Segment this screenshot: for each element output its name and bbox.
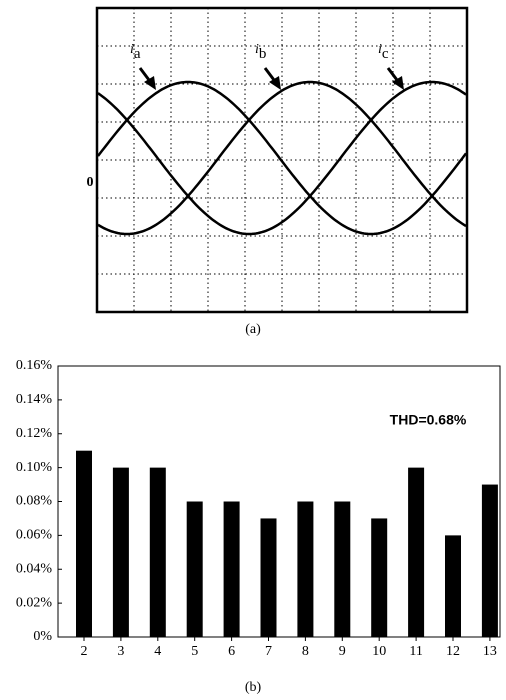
wave-label: ib [255, 42, 266, 62]
bar [224, 502, 240, 638]
bar [408, 468, 424, 637]
label-sub: a [134, 46, 141, 62]
x-tick-label: 11 [409, 644, 422, 659]
x-tick-label: 8 [302, 644, 309, 659]
y-tick-label: 0.08% [16, 494, 53, 509]
x-tick-label: 10 [372, 644, 386, 659]
x-tick-label: 12 [446, 644, 460, 659]
bar [150, 468, 166, 637]
bar [113, 468, 129, 637]
y-tick-label: 0.04% [16, 561, 53, 576]
bar [371, 518, 387, 637]
x-tick-label: 9 [339, 644, 346, 659]
bar [76, 451, 92, 637]
caption: (b) [245, 680, 262, 695]
bar [445, 535, 461, 637]
y-tick-label: 0.10% [16, 460, 53, 475]
y-tick-label: 0% [33, 629, 52, 644]
x-tick-label: 2 [81, 644, 88, 659]
annotation: THD=0.68% [390, 412, 467, 428]
figure: 0 (a) THD=0.68% (b) ia ib ic 0% 0.02% 0.04% 0.… [0, 0, 506, 700]
x-tick-label: 4 [154, 644, 161, 659]
y-tick-label: 0.12% [16, 426, 53, 441]
bar [187, 502, 203, 638]
x-tick-label: 3 [117, 644, 124, 659]
bar [297, 502, 313, 638]
x-tick-label: 5 [191, 644, 198, 659]
y-tick-label: 0.16% [16, 358, 53, 373]
x-tick-label: 7 [265, 644, 272, 659]
bar [261, 518, 277, 637]
label-sub: b [259, 46, 267, 62]
wave-label: ia [130, 42, 141, 62]
label-sub: c [382, 46, 389, 62]
caption: (a) [245, 322, 261, 337]
y-tick-label: 0.06% [16, 528, 53, 543]
x-tick-label: 6 [228, 644, 235, 659]
x-tick-label: 13 [483, 644, 497, 659]
y-tick-label: 0.14% [16, 392, 53, 407]
bar [334, 502, 350, 638]
zero-label: 0 [87, 175, 94, 190]
bar [482, 485, 498, 637]
wave-label: ic [378, 42, 389, 62]
y-tick-label: 0.02% [16, 595, 53, 610]
